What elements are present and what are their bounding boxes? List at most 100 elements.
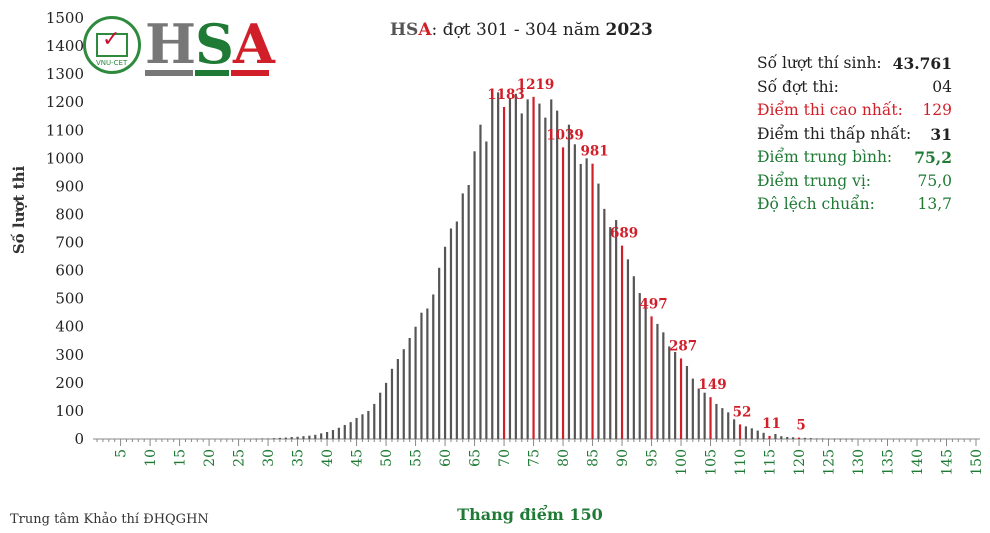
bar (809, 438, 812, 439)
bar (803, 437, 807, 439)
bar (715, 403, 718, 439)
bar (497, 92, 500, 440)
logo-letter-a: A (233, 12, 275, 76)
x-tick-label: 5 (114, 449, 130, 458)
bar (379, 392, 382, 439)
bar (620, 245, 624, 439)
stat-value: 31 (930, 124, 952, 144)
data-label: 1183 (487, 87, 525, 103)
y-tick-label: 700 (55, 234, 84, 252)
stat-label: Điểm thi thấp nhất: (757, 124, 912, 143)
stat-row: Số lượt thí sinh: 43.761 (757, 52, 952, 76)
x-tick-label: 145 (940, 449, 956, 476)
x-tick-label: 150 (969, 449, 985, 476)
data-label: 1219 (517, 77, 555, 93)
bar (674, 351, 677, 439)
bar (638, 293, 641, 439)
bar (567, 124, 571, 440)
data-label: 11 (762, 416, 781, 432)
stat-label: Số đợt thi: (757, 77, 839, 96)
bar (668, 346, 671, 439)
bar (774, 433, 777, 439)
logo-bar-gray (145, 70, 193, 76)
bar (815, 438, 818, 439)
y-tick-label: 800 (55, 205, 84, 223)
bar (662, 332, 665, 439)
x-tick-label: 135 (881, 449, 897, 476)
bar (709, 397, 712, 439)
bar (733, 419, 736, 439)
check-mark-icon: ✓ (102, 27, 121, 52)
data-label: 5 (796, 418, 805, 434)
data-label: 149 (698, 377, 726, 393)
x-tick-label: 80 (556, 449, 572, 467)
bar (573, 144, 576, 440)
bar (585, 158, 588, 440)
bar (331, 430, 335, 439)
bar (272, 438, 276, 439)
bar (839, 438, 842, 440)
bar (420, 312, 423, 439)
bar (744, 426, 748, 439)
data-label: 689 (610, 226, 638, 242)
bar (396, 359, 399, 439)
x-tick-label: 15 (173, 449, 189, 467)
bar (337, 427, 340, 439)
bar (320, 433, 323, 439)
bar (491, 96, 494, 439)
x-tick-label: 140 (910, 449, 926, 476)
x-tick-label: 100 (674, 449, 690, 476)
bar (532, 96, 535, 439)
data-label: 981 (580, 144, 608, 160)
bar (691, 378, 694, 439)
bar (603, 208, 606, 439)
bar (461, 193, 464, 439)
bar (325, 431, 329, 439)
bar (278, 437, 281, 439)
bar (520, 113, 523, 439)
bar (302, 436, 305, 439)
bar (650, 316, 653, 439)
x-tick-label: 125 (822, 449, 838, 476)
bar (685, 366, 689, 439)
stat-value: 04 (932, 77, 952, 96)
bar (556, 110, 559, 440)
bar (290, 437, 293, 439)
bar (609, 227, 612, 439)
bars (255, 92, 854, 440)
title-year: 2023 (605, 20, 653, 40)
x-axis-label: Thang điểm 150 (457, 503, 603, 524)
stat-row: Số đợt thi: 04 (757, 76, 952, 100)
emblem-frame (96, 33, 128, 57)
x-tick-label: 60 (438, 449, 454, 467)
bar (438, 267, 441, 439)
x-tick-label: 10 (143, 449, 159, 467)
x-tick-label: 75 (527, 449, 543, 467)
bar (479, 124, 482, 440)
bar (485, 141, 488, 439)
y-tick-label: 500 (55, 290, 84, 308)
bar (373, 403, 376, 439)
data-label: 497 (639, 296, 667, 312)
bar (644, 300, 647, 439)
bar (308, 435, 311, 439)
y-tick-label: 600 (55, 262, 84, 280)
x-tick-label: 35 (291, 449, 307, 467)
bar (384, 382, 388, 439)
stat-value: 43.761 (892, 54, 952, 73)
bar (266, 438, 270, 439)
x-tick-label: 25 (232, 449, 248, 467)
vnu-cet-emblem: ✓ VNU-CET (83, 16, 141, 74)
stat-value: 13,7 (917, 195, 952, 213)
title-hs: HS (390, 20, 419, 40)
bar (514, 93, 517, 439)
y-tick-label: 100 (55, 402, 84, 420)
y-tick-label: 1200 (46, 93, 84, 111)
y-tick-label: 400 (55, 318, 84, 336)
bar (833, 438, 836, 440)
x-tick-label: 45 (350, 449, 366, 467)
data-label: 52 (733, 404, 752, 420)
hsa-logo: ✓ VNU-CET HSA (83, 14, 275, 78)
